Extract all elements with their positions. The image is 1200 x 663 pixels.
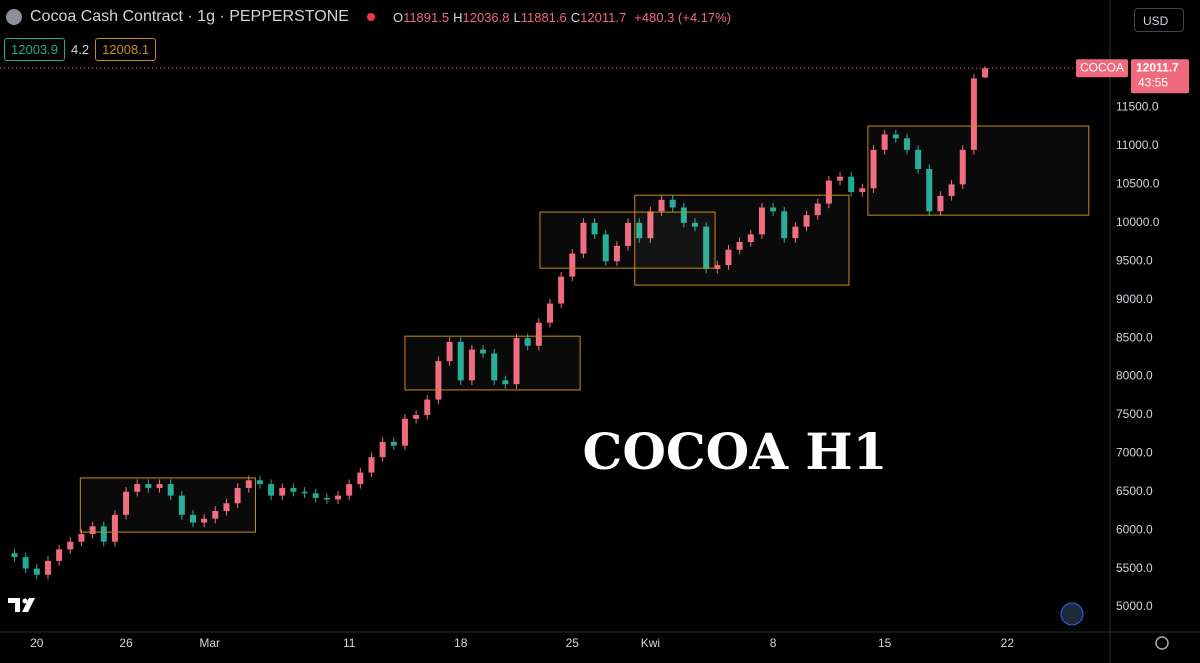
y-tick-label: 9000.0 [1116,292,1153,306]
ohlc-label: O [392,9,404,25]
symbol-label-bg [1076,59,1128,78]
x-tick-label: 8 [770,636,777,650]
x-tick-label: 11 [343,636,356,650]
zone [404,335,581,391]
x-tick-label: 26 [119,636,133,650]
x-tick-label: 20 [30,636,44,650]
zone [539,211,716,269]
price-label-bg [1131,59,1189,94]
ohlc: O11891.5 H12036.8 L11881.6 C12011.7 [393,10,626,25]
y-tick-label: 8500.0 [1116,330,1153,344]
ohlc-item: O11891.5 [393,10,449,25]
change: +480.3 (+4.17%) [634,9,732,25]
symbol-title: Cocoa Cash Contract · 1g · PEPPERSTONE [30,8,349,25]
ohlc-value: 12036.8 [462,9,510,25]
ohlc-label: C [570,9,581,25]
settings-icon[interactable] [1155,636,1169,650]
header: Cocoa Cash Contract · 1g · PEPPERSTONE O… [6,8,731,26]
ohlc-item: H12036.8 [453,10,509,25]
y-tick-label: 10000.0 [1116,215,1160,229]
annotation: COCOA H1 [583,422,888,481]
y-tick-label: 11500.0 [1116,100,1159,114]
y-tick-label: 6000.0 [1116,522,1153,536]
y-tick-label: 6500.0 [1116,484,1153,498]
x-tick-label: 15 [878,636,892,650]
price-label: 12011.7 [1136,60,1179,74]
logo [6,9,22,25]
ohlc-item: C12011.7 [571,10,626,25]
countdown: 43:55 [1138,75,1168,89]
ohlc-value: 12011.7 [580,9,627,25]
zone [867,125,1090,216]
status-dot [366,13,375,21]
x-tick-label: 22 [1001,636,1015,650]
icon[interactable] [1060,602,1084,626]
ohlc-value: 11881.6 [520,9,567,25]
y-tick-label: 9500.0 [1116,253,1153,267]
bid[interactable]: 12003.9 [4,38,65,61]
y-tick-label: 7000.0 [1116,446,1153,460]
symbol-label: COCOA [1080,60,1124,74]
x-tick-label: Mar [199,636,220,650]
x-tick-label: 18 [454,636,468,650]
ohlc-value: 11891.5 [403,9,450,25]
quote-row: 12003.9 4.2 12008.1 [4,38,157,61]
y-tick-label: 11000.0 [1116,138,1159,152]
zone [634,194,850,286]
y-tick-label: 5500.0 [1116,561,1153,575]
zone [79,477,256,533]
currency-button[interactable]: USD [1134,8,1184,32]
y-tick-label: 5000.0 [1116,599,1153,613]
y-tick-label: 10500.0 [1116,177,1160,191]
spread: 4.2 [71,42,90,57]
y-tick-label: 8000.0 [1116,369,1153,383]
ohlc-label: H [453,9,463,25]
x-tick-label: Kwi [641,636,660,650]
y-tick-label: 7500.0 [1116,407,1153,421]
x-tick-label: 25 [566,636,580,650]
ohlc-label: L [513,9,521,25]
ohlc-item: L11881.6 [513,10,566,25]
ask[interactable]: 12008.1 [95,38,157,61]
tv-logo [8,598,35,612]
